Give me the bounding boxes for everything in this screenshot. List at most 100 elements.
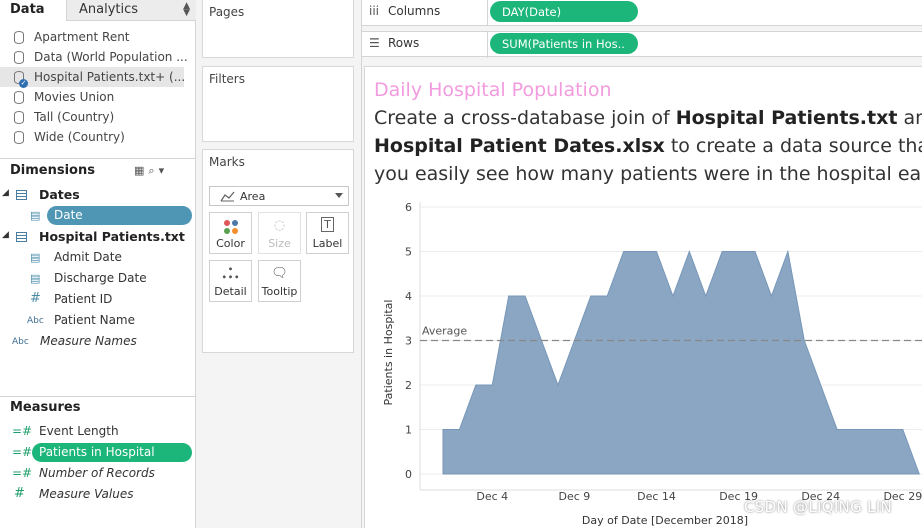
tab-analytics[interactable]: Analytics ▲ ▼ (67, 0, 196, 21)
y-tick-label: 3 (405, 335, 412, 348)
group-label: Dates (39, 187, 80, 202)
color-button[interactable]: Color (209, 212, 252, 254)
label-button[interactable]: T Label (306, 212, 349, 254)
tooltip-label: Tooltip (261, 285, 298, 298)
field-measure-names[interactable]: Abc Measure Names (0, 332, 196, 352)
calendar-icon: ▤ (30, 209, 41, 222)
color-dots-icon (224, 220, 238, 234)
data-source-label: Data (World Population ... (34, 50, 188, 64)
area-chart[interactable]: 0 1 2 3 4 5 6 Average Dec 4 Dec 9 Dec 14 Dec 19 Dec … (365, 67, 922, 528)
database-icon (14, 51, 24, 64)
size-icon: ◌ (273, 218, 286, 233)
data-source-item[interactable]: Apartment Rent (0, 27, 196, 47)
expand-triangle-icon[interactable]: ◢ (2, 230, 9, 240)
field-patient-name[interactable]: Abc Patient Name (0, 311, 196, 331)
tooltip-button[interactable]: 🗨 Tooltip (258, 260, 301, 302)
dimension-group-hospital-patients[interactable]: ◢ Hospital Patients.txt (0, 227, 196, 247)
data-source-label: Apartment Rent (34, 30, 130, 44)
rows-shelf[interactable]: ☰ Rows SUM(Patients in Hos.. (362, 31, 922, 58)
field-label: Date (54, 208, 83, 222)
data-source-item[interactable]: Movies Union (0, 87, 196, 107)
x-tick-label: Dec 9 (558, 490, 590, 503)
tab-data[interactable]: Data (0, 0, 67, 21)
database-icon (14, 91, 24, 104)
data-source-item[interactable]: ✓ Hospital Patients.txt+ (... (0, 67, 186, 88)
reference-line-label: Average (422, 325, 467, 338)
cards-column: Pages Filters Marks Area Color ◌ Size T (196, 0, 362, 528)
sheet-title: Daily Hospital Population (374, 79, 612, 101)
data-source-item[interactable]: Wide (Country) (0, 127, 196, 147)
columns-label: Columns (388, 4, 441, 18)
field-discharge-date[interactable]: ▤ Discharge Date (0, 269, 196, 289)
detail-label: Detail (214, 285, 247, 298)
columns-pill[interactable]: DAY(Date) (490, 1, 638, 22)
divider (487, 32, 488, 58)
rows-pill[interactable]: SUM(Patients in Hos.. (490, 33, 638, 54)
measure-hash-icon: =# (12, 424, 33, 438)
field-admit-date[interactable]: ▤ Admit Date (0, 248, 196, 268)
chevron-down-icon[interactable]: ▾ (158, 164, 169, 177)
size-label: Size (268, 237, 291, 250)
field-patient-id[interactable]: # Patient ID (0, 290, 196, 310)
database-icon (14, 31, 24, 44)
columns-icon: iii (369, 4, 380, 18)
field-event-length[interactable]: =# Event Length (0, 422, 196, 442)
label-label: Label (312, 237, 343, 250)
data-source-item[interactable]: Tall (Country) (0, 107, 196, 127)
y-tick-label: 5 (405, 246, 412, 259)
view-grid-icon[interactable]: ▦ (134, 164, 149, 177)
measure-hash-icon: =# (12, 445, 33, 459)
active-check-icon: ✓ (19, 79, 28, 88)
caption-line-3: you easily see how many patients were in… (374, 163, 922, 185)
y-tick-label: 2 (405, 379, 412, 392)
field-label: Patients in Hospital (39, 445, 155, 459)
caption-bold: Hospital Patient Dates.xlsx (374, 135, 665, 157)
detail-button[interactable]: ∙ ∙∙∙ Detail (209, 260, 252, 302)
dimension-group-dates[interactable]: ◢ Dates (0, 185, 196, 205)
data-source-item[interactable]: Data (World Population ... (0, 47, 196, 67)
up-down-arrows-icon: ▲ ▼ (183, 1, 190, 18)
divider (0, 396, 196, 397)
y-tick-label: 0 (405, 468, 412, 481)
y-tick-label: 4 (405, 290, 412, 303)
field-date[interactable]: ▤ Date (0, 206, 196, 226)
expand-triangle-icon[interactable]: ◢ (2, 188, 9, 198)
filters-card[interactable]: Filters (202, 66, 354, 142)
speech-bubble-icon: 🗨 (271, 266, 288, 281)
data-source-label: Movies Union (34, 90, 115, 104)
field-label: Number of Records (39, 466, 155, 480)
field-patients-in-hospital[interactable]: =# Patients in Hospital (0, 443, 196, 463)
size-button[interactable]: ◌ Size (258, 212, 301, 254)
abc-icon: Abc (12, 337, 29, 347)
field-label: Measure Names (40, 334, 137, 348)
watermark: CSDN @LIQING LIN (744, 498, 892, 516)
data-source-label: Tall (Country) (34, 110, 115, 124)
field-measure-values[interactable]: # Measure Values (0, 485, 196, 505)
shelves: iii Columns DAY(Date) ☰ Rows SUM(Patient… (362, 0, 922, 62)
y-axis-title: Patients in Hospital (382, 300, 395, 406)
marks-title: Marks (209, 155, 245, 169)
field-label: Patient ID (54, 292, 113, 306)
database-icon (14, 111, 24, 124)
pages-title: Pages (209, 5, 245, 19)
area-series[interactable] (442, 249, 920, 475)
filters-title: Filters (209, 72, 245, 86)
measures-header: Measures (10, 400, 81, 415)
data-source-label: Hospital Patients.txt+ (... (34, 70, 186, 84)
data-pane: Data Analytics ▲ ▼ Apartment Rent Data (Wo… (0, 0, 196, 528)
field-label: Admit Date (54, 250, 122, 264)
divider (487, 0, 488, 26)
field-patients-highlight[interactable] (32, 443, 192, 462)
columns-shelf[interactable]: iii Columns DAY(Date) (362, 0, 922, 26)
area-mark-icon (220, 191, 235, 202)
field-date-highlight[interactable] (47, 206, 192, 225)
caption-bold: Hospital Patients.txt (675, 107, 898, 129)
rows-label: Rows (388, 36, 420, 50)
mark-type-dropdown[interactable]: Area (209, 186, 349, 206)
tab-analytics-label: Analytics (79, 2, 139, 17)
caption-text: to create a data source that let (670, 135, 922, 157)
field-number-of-records[interactable]: =# Number of Records (0, 464, 196, 484)
pages-card[interactable]: Pages (202, 0, 354, 58)
search-icon[interactable]: ⌕ (148, 164, 159, 177)
pane-tabs: Data Analytics ▲ ▼ (0, 0, 196, 21)
